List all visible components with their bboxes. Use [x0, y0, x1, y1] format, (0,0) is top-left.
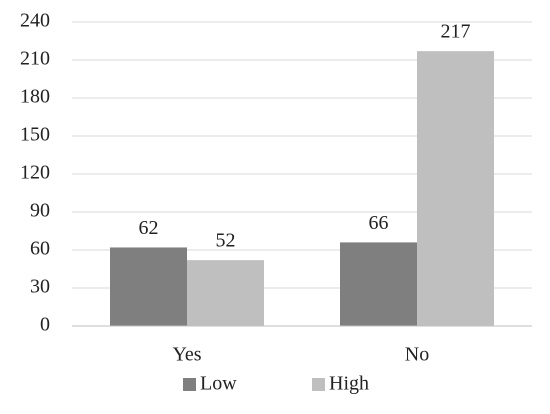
y-tick-label: 90: [30, 200, 50, 222]
data-label: 62: [139, 217, 159, 239]
y-tick-label: 60: [30, 238, 50, 260]
data-label: 66: [369, 212, 389, 234]
x-tick-label: No: [405, 344, 429, 366]
legend-swatch: [312, 378, 325, 391]
y-tick-label: 30: [30, 276, 50, 298]
y-tick-label: 210: [20, 48, 50, 70]
legend-label: High: [329, 373, 369, 395]
legend-swatch: [183, 378, 196, 391]
bar: [110, 247, 187, 326]
y-tick-label: 180: [20, 86, 50, 108]
y-tick-label: 240: [20, 10, 50, 32]
y-tick-label: 120: [20, 162, 50, 184]
bar: [340, 242, 417, 326]
bar: [187, 260, 264, 326]
bar: [417, 51, 494, 327]
y-tick-label: 0: [40, 314, 50, 336]
data-label: 217: [441, 21, 471, 43]
data-label: 52: [216, 230, 236, 252]
legend-label: Low: [200, 373, 237, 395]
y-tick-label: 150: [20, 124, 50, 146]
x-tick-label: Yes: [172, 344, 201, 366]
